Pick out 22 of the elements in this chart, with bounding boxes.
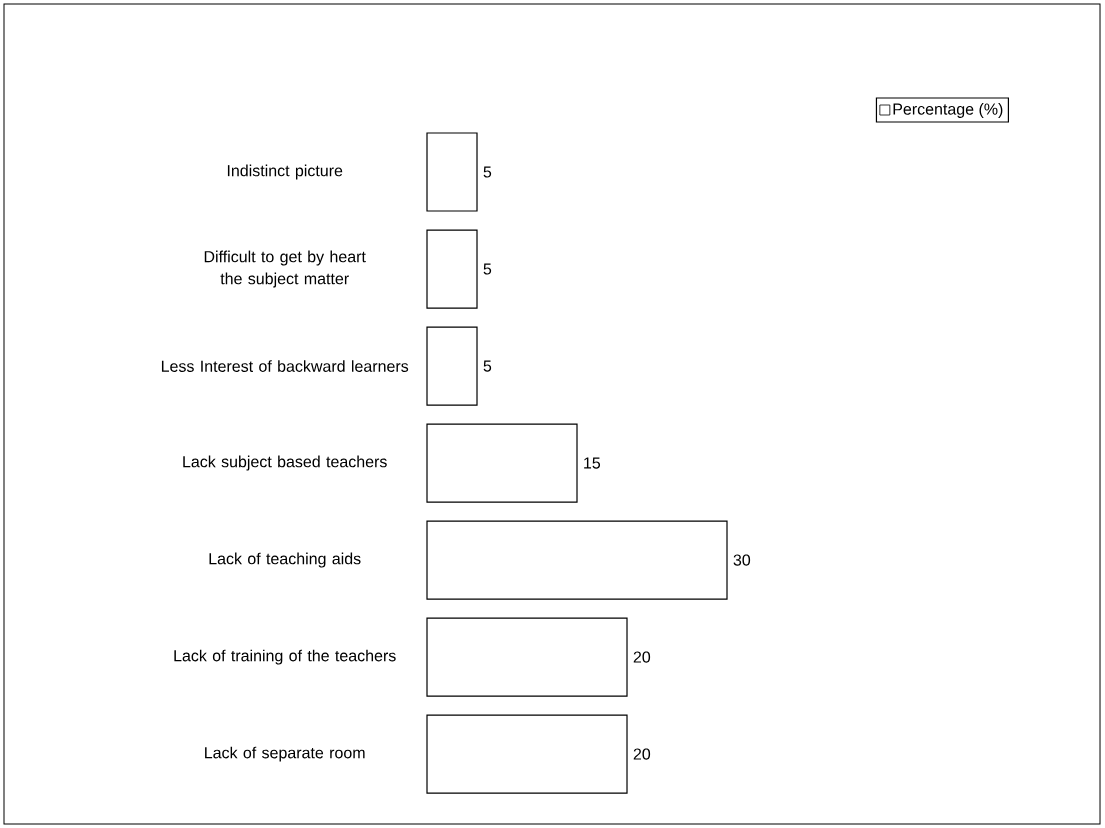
y-tick-label: Indistinct picture bbox=[227, 164, 343, 180]
data-label: 5 bbox=[483, 360, 492, 372]
data-label: 5 bbox=[483, 166, 492, 178]
bar bbox=[426, 423, 578, 503]
bar bbox=[426, 132, 478, 212]
data-label: 20 bbox=[633, 651, 651, 663]
bar bbox=[426, 520, 728, 600]
y-tick-label: Lack of training of the teachers bbox=[174, 649, 396, 665]
legend-label: Percentage (%) bbox=[893, 103, 1003, 118]
y-tick-label: Lack subject based teachers bbox=[183, 455, 387, 471]
data-label: 30 bbox=[733, 554, 751, 566]
data-label: 5 bbox=[483, 263, 492, 275]
y-tick-label: Less Interest of backward learners bbox=[161, 360, 409, 372]
bar bbox=[426, 714, 628, 794]
data-label: 15 bbox=[584, 457, 601, 469]
bar bbox=[426, 617, 628, 697]
y-tick-label: Difficult to get by heart the subject matter bbox=[204, 250, 366, 288]
bar bbox=[426, 326, 478, 406]
data-label: 20 bbox=[633, 748, 651, 760]
y-tick-label: Lack of separate room bbox=[205, 746, 365, 762]
bar bbox=[426, 229, 478, 309]
y-tick-label: Lack of teaching aids bbox=[209, 552, 361, 568]
